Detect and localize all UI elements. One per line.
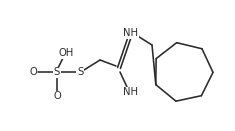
Text: S: S xyxy=(77,67,83,77)
Text: NH: NH xyxy=(124,87,138,97)
Text: NH: NH xyxy=(124,28,138,38)
Text: OH: OH xyxy=(58,48,74,58)
Text: S: S xyxy=(54,67,60,77)
Text: O: O xyxy=(29,67,37,77)
Text: O: O xyxy=(53,91,61,101)
